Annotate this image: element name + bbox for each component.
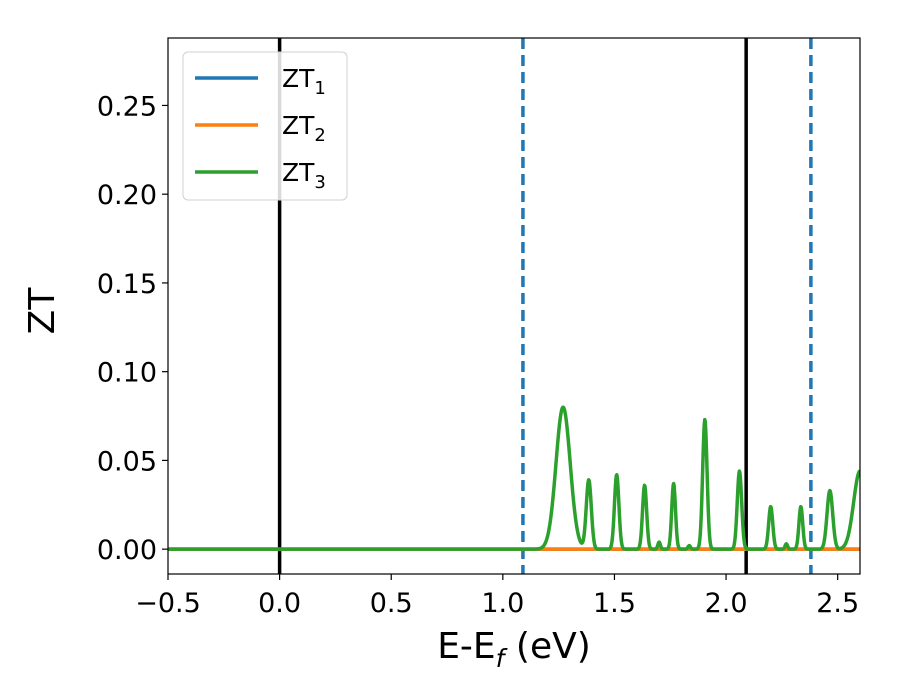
legend-label-1: ZT1 [282,64,326,99]
y-tick-label: 0.25 [97,91,157,122]
y-tick-label: 0.05 [97,446,157,477]
x-tick-label: 1.5 [593,588,636,619]
x-tick-label: 0.0 [258,588,301,619]
legend-label-2: ZT2 [282,111,326,146]
plot-frame [167,37,861,575]
x-axis-label-main: E-E [437,626,495,667]
y-ticks: 0.00 0.05 0.10 0.15 0.20 0.25 [97,91,168,566]
plot-lines [168,38,860,574]
x-tick-label: −0.5 [135,588,201,619]
y-tick-label: 0.10 [97,358,157,389]
y-tick-label: 0.00 [97,535,157,566]
legend: ZT1 ZT2 ZT3 [182,51,348,201]
y-axis-label: ZT [22,287,63,335]
x-axis-label: E-Ef (eV) [437,626,591,673]
x-tick-label: 0.5 [370,588,413,619]
x-tick-label: 2.5 [816,588,859,619]
x-tick-label: 1.0 [481,588,524,619]
legend-label-3: ZT3 [282,158,326,193]
y-tick-label: 0.20 [97,180,157,211]
x-axis-label-unit: (eV) [504,626,590,667]
x-ticks: −0.5 0.0 0.5 1.0 1.5 2.0 2.5 [135,574,859,619]
x-tick-label: 2.0 [705,588,748,619]
legend-box [182,51,348,201]
y-tick-label: 0.15 [97,269,157,300]
series-line-3 [168,405,860,551]
